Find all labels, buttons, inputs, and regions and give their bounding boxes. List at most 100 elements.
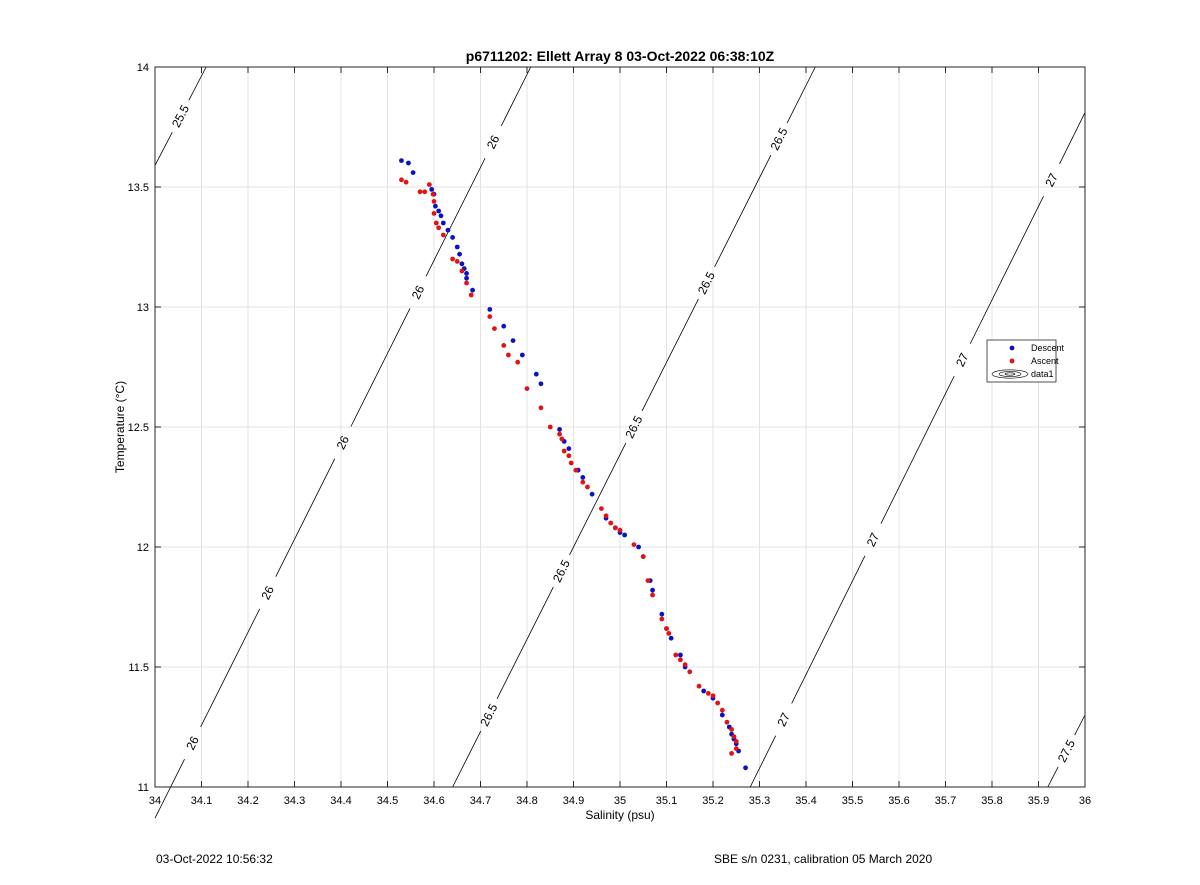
data-point (417, 189, 423, 195)
data-point (696, 683, 702, 689)
data-point (701, 688, 707, 694)
y-axis-label: Temperature (°C) (113, 381, 127, 473)
legend-ascent-label: Ascent (1031, 356, 1059, 366)
data-point (668, 635, 674, 641)
contour-label: 26 (183, 734, 202, 752)
legend-data1-label: data1 (1031, 369, 1054, 379)
data-point (445, 227, 451, 233)
data-point (561, 448, 567, 454)
data-point (659, 611, 665, 617)
data-point (399, 177, 404, 183)
contour-line-segment (200, 608, 261, 728)
x-tick-label: 35.3 (749, 795, 770, 807)
x-tick-label: 34.3 (284, 795, 305, 807)
axis-ticks: 34 34.1 34.2 34.3 34.4 34.5 34.6 34.7 34.8 34.9 35… (128, 62, 1092, 807)
contour-label: 26 (484, 133, 503, 151)
contour-label: 27 (953, 351, 972, 369)
contour-line-segment (969, 195, 1044, 344)
contour-line-segment (154, 131, 173, 166)
legend-ascent-marker (1009, 358, 1015, 364)
x-tick-label: 35.7 (935, 795, 956, 807)
y-tick-label: 11 (138, 782, 149, 794)
contour-line-segment (275, 458, 336, 577)
data-point (487, 314, 493, 319)
data-point (731, 734, 737, 739)
data-point (501, 343, 507, 348)
data-point (557, 431, 562, 437)
contour-label: 26.5 (695, 269, 718, 296)
data-point (436, 208, 442, 214)
contour-line-segment (1047, 766, 1059, 788)
data-point (440, 232, 446, 238)
data-point (432, 203, 438, 209)
contour-line-segment (569, 442, 627, 556)
data-point (650, 592, 655, 598)
data-point (650, 587, 655, 593)
contour-label: 26 (258, 583, 277, 601)
data-point (487, 307, 493, 312)
contour-line-segment (188, 66, 207, 101)
contour-label: 27 (864, 530, 883, 548)
legend-descent-label: Descent (1031, 343, 1065, 353)
x-tick-label: 35.1 (656, 795, 677, 807)
data-point (664, 626, 669, 631)
contour-line-segment (350, 308, 411, 427)
contour-line-segment (496, 586, 554, 700)
footer-calibration: SBE s/n 0231, calibration 05 March 2020 (714, 852, 933, 866)
x-tick-label: 34.9 (563, 795, 584, 807)
data-point (729, 727, 734, 732)
data-point (547, 424, 553, 430)
data-points (399, 158, 748, 771)
data-point (705, 691, 711, 696)
contour-label: 27 (774, 710, 793, 728)
legend-data1-contour-icon (991, 369, 1029, 379)
contour-line-segment (1059, 112, 1086, 165)
data-point (599, 506, 604, 511)
data-point (585, 484, 590, 490)
data-point (436, 225, 442, 231)
x-tick-label: 34.5 (377, 795, 398, 807)
data-point (719, 707, 725, 713)
density-contours: 25.5262626262626.526.526.526.526.5272727… (154, 66, 1086, 819)
data-point (724, 719, 730, 725)
data-point (450, 256, 455, 262)
data-point (568, 460, 574, 466)
data-point (666, 631, 672, 636)
data-point (678, 657, 683, 663)
data-point (715, 700, 721, 706)
data-point (631, 542, 637, 547)
x-tick-label: 35.6 (888, 795, 909, 807)
footer-timestamp: 03-Oct-2022 10:56:32 (156, 852, 273, 866)
data-point (422, 189, 428, 195)
data-point (573, 467, 579, 473)
data-point (501, 323, 507, 329)
contour-line-segment (880, 375, 955, 524)
data-point (459, 268, 465, 274)
data-point (538, 381, 544, 387)
x-tick-label: 35.4 (795, 795, 816, 807)
y-tick-label: 11.5 (128, 662, 149, 674)
legend[interactable]: Descent Ascent data1 (986, 339, 1065, 383)
contour-line-segment (425, 158, 486, 277)
y-tick-label: 13.5 (128, 182, 149, 194)
data-point (450, 235, 455, 240)
data-point (733, 739, 739, 744)
x-axis-label: Salinity (psu) (585, 808, 654, 822)
data-point (733, 746, 739, 751)
data-point (719, 712, 725, 718)
x-tick-label: 36 (1079, 795, 1091, 807)
data-point (566, 453, 572, 459)
data-point (589, 491, 595, 497)
x-tick-label: 35.5 (842, 795, 863, 807)
y-tick-label: 14 (137, 62, 149, 74)
y-tick-label: 12.5 (128, 422, 149, 434)
data-point (470, 287, 475, 293)
contour-line-segment (641, 298, 699, 412)
data-point (438, 213, 444, 219)
contour-line-segment (452, 730, 482, 788)
x-tick-label: 34.6 (423, 795, 444, 807)
contour-label: 26 (409, 283, 428, 301)
x-tick-label: 35.9 (1028, 795, 1049, 807)
chart-title: p6711202: Ellett Array 8 03-Oct-2022 06:… (466, 48, 775, 64)
x-tick-label: 34.2 (237, 795, 258, 807)
